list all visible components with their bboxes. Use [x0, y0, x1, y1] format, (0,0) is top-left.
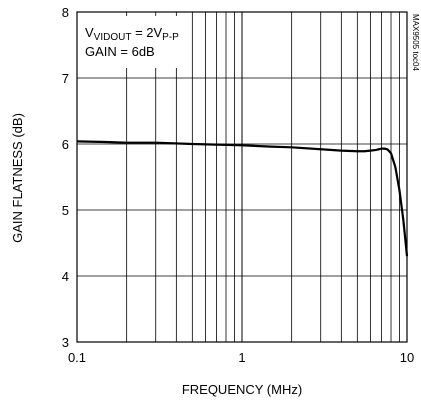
y-tick-label: 7 — [62, 71, 69, 86]
grid-lines — [77, 12, 407, 342]
annotation-background — [80, 16, 180, 68]
annotation-gain: GAIN = 6dB — [85, 44, 155, 59]
plot-frame — [76, 11, 408, 343]
y-tick-label: 3 — [62, 335, 69, 350]
annotation-sub-pp: P-P — [162, 32, 179, 43]
y-axis-label: GAIN FLATNESS (dB) — [10, 113, 25, 243]
y-tick-label: 4 — [62, 269, 69, 284]
x-tick-label: 0.1 — [68, 350, 86, 365]
y-tick-label: 5 — [62, 203, 69, 218]
annotation-vidout: VVIDOUT = 2VP-P — [85, 25, 179, 43]
side-id-label: MAX9505 toc04 — [411, 14, 420, 71]
y-tick-label: 8 — [62, 5, 69, 20]
x-tick-label: 10 — [400, 350, 414, 365]
y-tick-labels: 3 4 5 6 7 8 — [62, 5, 69, 350]
annotation-sub-vidout: VIDOUT — [94, 32, 132, 43]
x-axis-label: FREQUENCY (MHz) — [182, 382, 302, 397]
gain-flatness-curve — [76, 140, 409, 257]
annotation-eq: = 2V — [131, 25, 162, 40]
y-tick-label: 6 — [62, 137, 69, 152]
annotation-v: V — [85, 25, 94, 40]
x-tick-labels: 0.1 1 10 — [68, 350, 414, 365]
x-tick-label: 1 — [238, 350, 245, 365]
